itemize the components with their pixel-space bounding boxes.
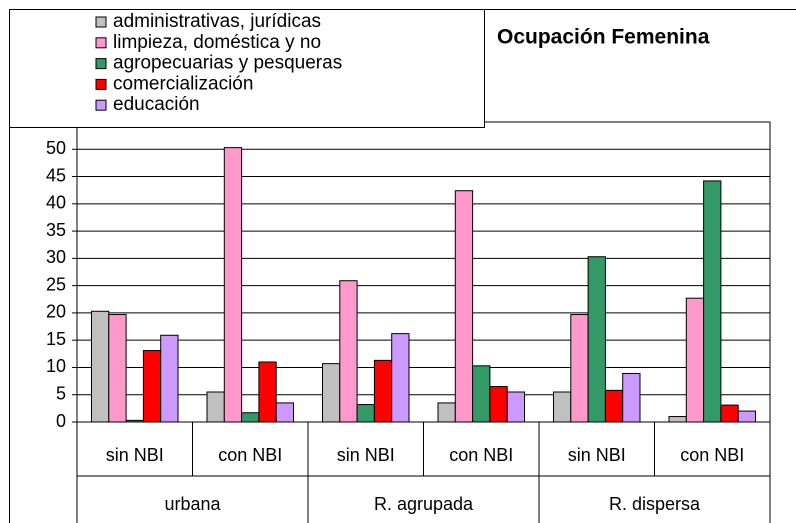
legend-label: administrativas, jurídicas [113, 11, 321, 32]
bar [373, 359, 393, 423]
legend-swatch [95, 99, 107, 111]
y-tick-label: 10 [46, 356, 66, 376]
bar [668, 416, 687, 423]
bar [258, 361, 277, 423]
x-tick-label: con NBI [680, 445, 744, 465]
bar [604, 389, 624, 423]
bar [322, 363, 341, 423]
bar [703, 180, 722, 423]
legend-label: agropecuarias y pesqueras [113, 53, 342, 74]
group-label: R. agrupada [374, 494, 474, 514]
bar [275, 402, 295, 423]
bar [391, 333, 410, 423]
legend-swatch [95, 16, 107, 28]
x-tick-label: con NBI [218, 445, 282, 465]
y-tick-label: 15 [46, 329, 66, 349]
bar [223, 147, 243, 423]
y-tick-label: 5 [56, 383, 66, 403]
y-tick-label: 25 [46, 274, 66, 294]
bar [685, 297, 705, 423]
chart-title: Ocupación Femenina [497, 26, 710, 49]
legend-swatch [95, 78, 107, 90]
x-tick-label: con NBI [449, 445, 513, 465]
x-tick-label: sin NBI [337, 445, 395, 465]
y-tick-label: 50 [46, 138, 66, 158]
plot-area [76, 121, 771, 423]
y-tick-label: 0 [56, 411, 66, 431]
y-tick-label: 35 [46, 220, 66, 240]
y-tick-label: 40 [46, 193, 66, 213]
y-tick-label: 30 [46, 247, 66, 267]
bar [241, 412, 260, 423]
bar [622, 372, 641, 423]
bar [506, 391, 526, 423]
bar [489, 386, 508, 423]
bar [454, 190, 474, 423]
legend-swatch [95, 37, 107, 49]
y-tick-label: 20 [46, 302, 66, 322]
bar [160, 334, 179, 423]
legend [9, 9, 485, 128]
bar [125, 419, 144, 423]
bar [108, 314, 127, 423]
bar [720, 404, 739, 423]
group-label: urbana [164, 494, 221, 514]
legend-label: comercialización [113, 73, 253, 94]
bar [737, 410, 757, 423]
legend-label: educación [113, 94, 200, 115]
bar [206, 391, 225, 423]
x-tick-label: sin NBI [106, 445, 164, 465]
y-tick-label: 45 [46, 165, 66, 185]
bar [142, 350, 162, 423]
bar [356, 404, 375, 423]
bar [587, 256, 606, 423]
bar [91, 310, 110, 423]
bar [339, 280, 358, 423]
group-label: R. dispersa [609, 494, 701, 514]
bar [553, 391, 572, 423]
legend-label: limpieza, doméstica y no [113, 32, 321, 53]
bar [472, 365, 491, 423]
x-tick-label: sin NBI [568, 445, 626, 465]
bar [570, 314, 589, 423]
bar [437, 402, 456, 423]
legend-swatch [95, 58, 107, 70]
